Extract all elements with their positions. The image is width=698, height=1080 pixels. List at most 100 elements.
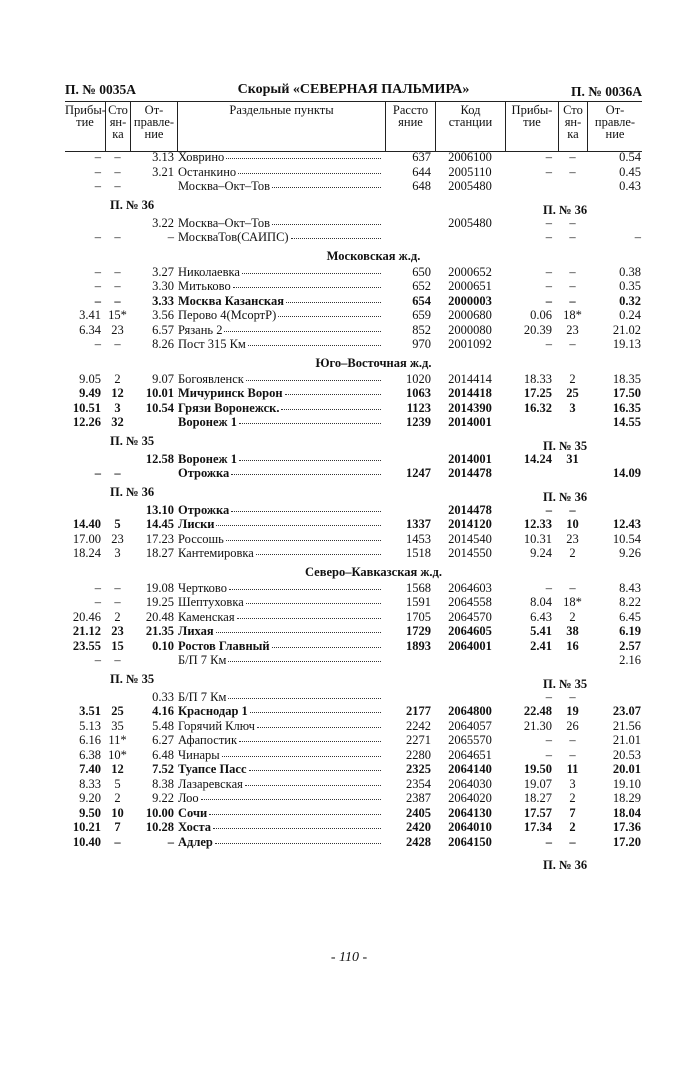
- station-name: Лазаревская: [178, 776, 243, 791]
- table-row: – –8.26 Пост 315 Км 970 2001092– –19.13: [65, 337, 642, 352]
- stop-right-cell: 3: [569, 400, 576, 415]
- station-code-cell: 2000652: [448, 264, 492, 279]
- distance-cell: 2387: [406, 791, 431, 805]
- distance-cell: 1591: [406, 595, 431, 609]
- header-stop-left: Сто ян-ка: [105, 102, 130, 151]
- arrival-left-cell: –: [94, 337, 101, 351]
- table-row: – – Москва–Окт–Тов 648 2005480 0.43: [65, 179, 642, 194]
- station-name: Краснодар 1: [178, 704, 248, 718]
- stop-right-cell: –: [569, 337, 576, 351]
- departure-right-cell: 0.43: [619, 179, 641, 193]
- departure-right-cell: 6.19: [619, 624, 641, 638]
- arrival-right-cell: 16.32: [523, 400, 552, 415]
- station-name-cell: Адлер: [177, 835, 385, 850]
- arrival-left-cell: 3.41: [79, 308, 101, 322]
- arrival-left-cell: –: [94, 264, 101, 279]
- stop-right-cell: 10: [566, 517, 579, 531]
- train-number-marker: П. № 36: [65, 849, 642, 872]
- arrival-left-cell: 6.16: [79, 733, 101, 747]
- table-row: 13.10 Отрожка 2014478 – –: [65, 503, 642, 518]
- stop-left-cell: –: [114, 279, 121, 293]
- arrival-right-cell: –: [545, 337, 552, 351]
- departure-right-cell: 8.22: [619, 595, 641, 609]
- departure-right-cell: 0.45: [619, 164, 641, 179]
- arrival-left-cell: 14.40: [72, 517, 101, 531]
- distance-cell: 2420: [406, 820, 431, 834]
- distance-cell: 1239: [406, 415, 431, 429]
- departure-left-cell: 20.48: [145, 609, 174, 624]
- departure-right-cell: 2.57: [619, 638, 641, 653]
- table-row: 20.46 2 20.48 Каменская 1705 2064570 6.43 2 6.45: [65, 610, 642, 625]
- arrival-right-cell: 18.33: [523, 371, 552, 386]
- departure-left-cell: 8.38: [152, 776, 174, 791]
- arrival-right-cell: 14.24: [523, 451, 552, 466]
- table-row: 10.21 7 10.28 Хоста 2420 2064010 17.34 2 17.36: [65, 820, 642, 835]
- station-name: Рязань 2: [178, 322, 223, 337]
- dot-leader: [256, 719, 381, 728]
- table-row: 17.00 23 17.23 Россошь 1453 2014540 10.31 23 10.…: [65, 532, 642, 547]
- table-row: 7.40 12 7.52 Туапсе Пасс 2325 2064140 19.50 11 2…: [65, 762, 642, 777]
- station-name-cell: Хоста: [177, 820, 385, 835]
- departure-right-cell: 18.04: [612, 805, 641, 820]
- station-code-cell: 2064605: [448, 624, 492, 638]
- train-number-marker: П. № 36 П. № 36: [65, 194, 642, 217]
- arrival-left-cell: 10.21: [72, 820, 101, 834]
- departure-left-cell: 10.28: [145, 820, 174, 834]
- station-name: Пост 315 Км: [178, 337, 246, 351]
- stop-right-cell: 3: [569, 776, 576, 791]
- distance-cell: 1893: [406, 638, 431, 653]
- station-name-cell: Горячий Ключ: [177, 719, 385, 734]
- table-row: 9.20 2 9.22 Лоо 2387 2064020 18.27 2 18.29: [65, 791, 642, 806]
- stop-left-cell: –: [114, 230, 121, 244]
- station-name-cell: Б/П 7 Км: [177, 690, 385, 705]
- distance-cell: 1568: [406, 580, 431, 595]
- departure-left-cell: 3.30: [152, 279, 174, 293]
- station-name-cell: Чертково: [177, 581, 385, 596]
- stop-left-cell: 25: [111, 704, 124, 718]
- station-code-cell: 2006100: [448, 150, 492, 164]
- distance-cell: 2428: [406, 834, 431, 849]
- departure-left-cell: [130, 653, 177, 668]
- distance-cell: 2354: [406, 776, 431, 791]
- arrival-left-cell: –: [94, 179, 101, 193]
- departure-right-cell: 0.38: [619, 264, 641, 279]
- departure-left-cell: 10.01: [145, 386, 174, 400]
- train-marker-left: П. № 35: [110, 671, 155, 686]
- distance-cell: 652: [412, 279, 431, 293]
- station-name-cell: Рязань 2: [177, 323, 385, 338]
- stop-right-cell: –: [569, 293, 576, 308]
- table-row: 10.51 3 10.54 Грязи Воронежск. 1123 2014390 16…: [65, 401, 642, 416]
- station-name-cell: Туапсе Пасс: [177, 762, 385, 777]
- dot-leader: [214, 835, 381, 844]
- stop-left-cell: 3: [114, 546, 121, 560]
- station-name: Адлер: [178, 834, 213, 849]
- stop-right-cell: –: [569, 164, 576, 179]
- stop-right-cell: –: [569, 502, 576, 517]
- stop-left-cell: –: [114, 580, 121, 595]
- departure-right-cell: 6.45: [619, 609, 641, 624]
- stop-right-cell: 23: [566, 322, 579, 337]
- station-name: Кантемировка: [178, 546, 254, 560]
- departure-left-cell: 6.27: [152, 733, 174, 747]
- stop-left-cell: 5: [114, 776, 121, 791]
- departure-left-cell: 8.26: [152, 337, 174, 351]
- distance-cell: 2271: [406, 733, 431, 747]
- departure-left-cell: 4.16: [152, 704, 174, 718]
- station-name: Николаевка: [178, 264, 240, 279]
- train-marker-right: П. № 35: [543, 438, 588, 453]
- header-label: От-правле-ние: [594, 103, 636, 141]
- station-code-cell: 2000680: [448, 308, 492, 322]
- station-code-cell: 2064558: [448, 595, 492, 609]
- distance-cell: 1123: [406, 400, 431, 415]
- train-marker-right: П. № 36: [543, 858, 588, 872]
- stop-left-cell: 35: [111, 718, 124, 733]
- station-name: Лиски: [178, 517, 215, 531]
- stop-right-cell: [558, 179, 587, 194]
- stop-right-cell: 19: [566, 704, 579, 718]
- table-row: 0.33 Б/П 7 Км – –: [65, 690, 642, 705]
- station-name: Лоо: [178, 791, 199, 805]
- station-code-cell: 2064130: [448, 805, 492, 820]
- stop-right-cell: 2: [569, 546, 576, 560]
- station-code-cell: 2005480: [448, 215, 492, 230]
- arrival-left-cell: 18.24: [72, 546, 101, 560]
